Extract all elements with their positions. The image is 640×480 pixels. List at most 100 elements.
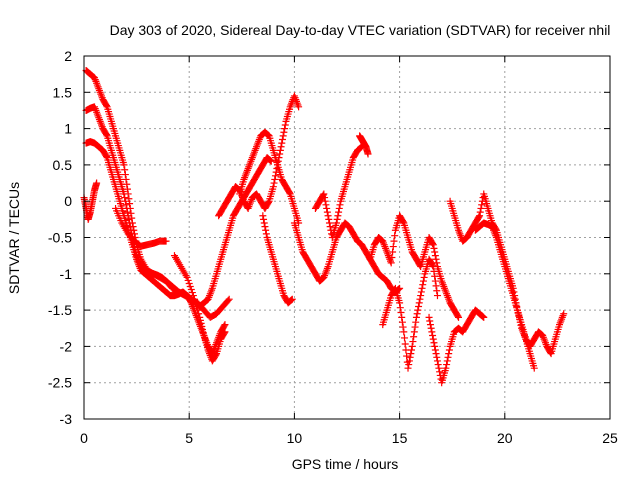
data-point-interp [267, 157, 275, 165]
data-point-interp [212, 351, 220, 359]
data-point-interp [430, 339, 438, 347]
data-point [396, 299, 404, 307]
data-point-interp [388, 253, 396, 261]
data-point-interp [325, 215, 333, 223]
data-point [400, 328, 408, 336]
data-point-interp [405, 357, 413, 365]
data-point-interp [401, 340, 409, 348]
data-point [332, 219, 340, 227]
data-point [364, 150, 372, 158]
data-point-interp [285, 189, 293, 197]
data-point-interp [334, 212, 342, 220]
data-point [455, 313, 463, 321]
data-point-interp [403, 352, 411, 360]
data-point-interp [409, 338, 417, 346]
data-point [196, 313, 204, 321]
data-point [530, 364, 538, 372]
axis-ticks [83, 55, 611, 420]
data-point-interp [411, 323, 419, 331]
data-point-interp [410, 333, 418, 341]
data-point-interp [478, 312, 486, 320]
y-tick-label: -2 [60, 338, 73, 354]
data-point-interp [323, 204, 331, 212]
data-point-interp [431, 277, 439, 285]
data-point-interp [276, 150, 284, 158]
data-point-interp [190, 295, 198, 303]
data-point [225, 295, 233, 303]
data-point-interp [398, 318, 406, 326]
data-point-interp [194, 306, 202, 314]
data-point-interp [431, 252, 439, 260]
y-tick-label: -0.5 [48, 230, 72, 246]
data-point-interp [405, 361, 413, 369]
y-tick-label: 0.5 [53, 157, 73, 173]
data-point-interp [436, 368, 444, 376]
data-point-interp [270, 179, 278, 187]
data-point-interp [357, 143, 365, 151]
data-point [320, 190, 328, 198]
data-point-interp [431, 248, 439, 256]
data-point [259, 212, 267, 220]
data-point-interp [122, 201, 130, 209]
y-tick-label: -1 [60, 266, 73, 282]
data-point-interp [321, 194, 329, 202]
data-point [221, 321, 229, 329]
data-point-interp [419, 277, 427, 285]
data-point [429, 335, 437, 343]
data-point-interp [478, 201, 486, 209]
data-point-interp [389, 243, 397, 251]
data-point-interp [186, 283, 194, 291]
y-tick-label: -3 [60, 411, 73, 427]
data-point [278, 139, 286, 147]
data-point [404, 364, 412, 372]
data-point-interp [433, 287, 441, 295]
data-point [269, 183, 277, 191]
data-point-interp [187, 298, 195, 306]
data-point-interp [419, 281, 427, 289]
data-point [433, 292, 441, 300]
data-point [442, 364, 450, 372]
data-point-interp [445, 346, 453, 354]
data-point [183, 273, 191, 281]
data-point [324, 212, 332, 220]
data-point-interp [389, 248, 397, 256]
data-point [417, 292, 425, 300]
data-point-interp [426, 321, 434, 329]
data-point-interp [271, 172, 279, 180]
data-point [221, 328, 229, 336]
data-point-interp [454, 312, 462, 320]
data-point-interp [390, 237, 398, 245]
data-point-interp [429, 240, 437, 248]
data-point-interp [102, 131, 110, 139]
data-point-interp [335, 204, 343, 212]
x-tick-label: 25 [602, 430, 618, 446]
data-point-interp [434, 361, 442, 369]
series-arc-q [471, 219, 538, 372]
data-point-interp [417, 288, 425, 296]
data-point [480, 313, 488, 321]
y-tick-label: 0 [64, 193, 72, 209]
data-point-interp [260, 215, 268, 223]
data-point-interp [431, 272, 439, 280]
data-point-interp [412, 318, 420, 326]
y-axis-label: SDTVAR / TECUs [6, 182, 22, 294]
data-point [288, 295, 296, 303]
data-point [267, 157, 275, 165]
data-point-interp [266, 156, 274, 164]
data-point-interp [193, 302, 201, 310]
data-point-interp [276, 146, 284, 154]
series-arc-f [170, 252, 229, 365]
data-point-interp [322, 201, 330, 209]
data-point [429, 241, 437, 249]
data-point-interp [335, 208, 343, 216]
data-point-interp [429, 261, 437, 269]
data-point [433, 357, 441, 365]
data-point-interp [415, 299, 423, 307]
data-point-interp [264, 131, 272, 139]
data-point-interp [416, 295, 424, 303]
chart-title: Day 303 of 2020, Sidereal Day-to-day VTE… [110, 22, 611, 38]
data-point-interp [126, 200, 134, 208]
data-point-interp [432, 255, 440, 263]
data-point-interp [198, 322, 206, 330]
data-point-interp [397, 309, 405, 317]
